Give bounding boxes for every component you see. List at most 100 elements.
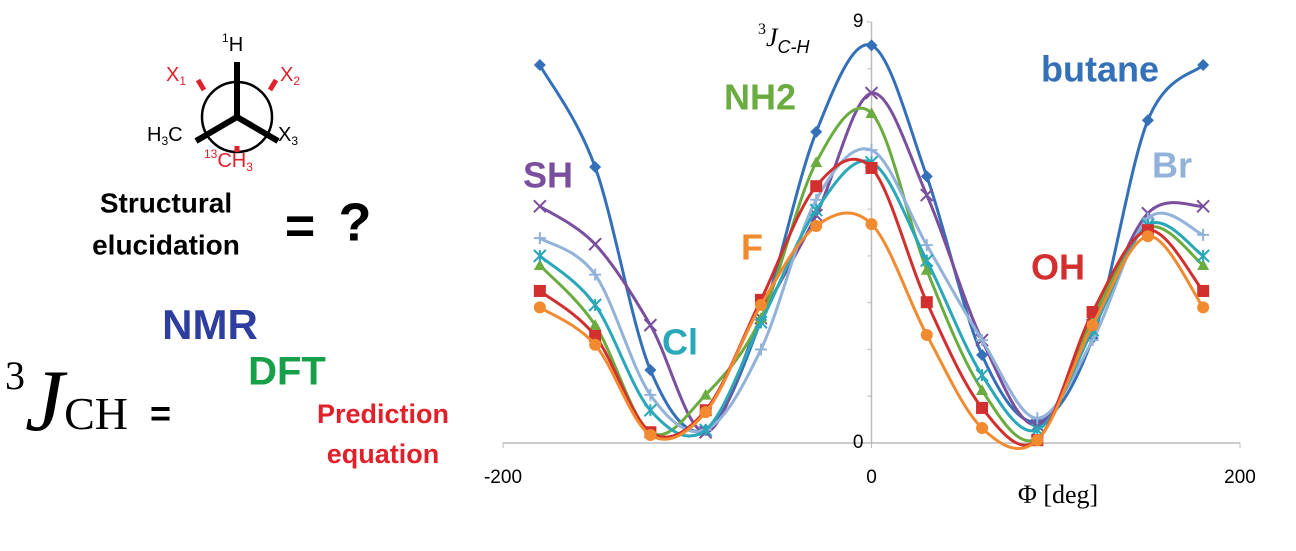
equation-lhs: 3JCH xyxy=(5,353,128,450)
marker xyxy=(589,268,602,281)
bond xyxy=(194,114,239,144)
x-axis-label: Φ [deg] xyxy=(1018,480,1098,509)
marker xyxy=(643,403,658,417)
atom-label: X1 xyxy=(166,64,186,88)
marker xyxy=(810,156,823,168)
atom-label: 1H xyxy=(222,31,243,56)
marker xyxy=(588,237,602,251)
question-text: Structural xyxy=(100,187,232,218)
atom: H xyxy=(147,124,161,146)
marker xyxy=(865,39,878,52)
marker xyxy=(644,364,657,377)
series-label: F xyxy=(741,227,763,268)
equals-sign: = xyxy=(150,393,171,434)
marker xyxy=(810,219,823,232)
marker xyxy=(920,253,934,268)
method-label: NMR xyxy=(162,301,258,348)
marker xyxy=(533,59,546,72)
series-label: butane xyxy=(1041,49,1159,90)
superscript: 3 xyxy=(5,353,25,398)
y-tick-label: 9 xyxy=(853,11,864,32)
marker xyxy=(1196,249,1210,263)
series-label: Cl xyxy=(662,322,698,363)
symbol: J xyxy=(25,353,68,450)
x-tick-label: 200 xyxy=(1224,467,1256,488)
atom: X xyxy=(278,124,291,146)
atom: X xyxy=(166,64,179,86)
marker xyxy=(754,343,767,356)
marker xyxy=(976,422,989,435)
equals-sign: = xyxy=(285,198,315,256)
superscript: 1 xyxy=(222,31,229,45)
marker xyxy=(810,193,823,206)
series-label: SH xyxy=(523,155,573,196)
bond xyxy=(267,78,279,92)
marker xyxy=(1031,434,1044,447)
series-label: Br xyxy=(1152,145,1192,186)
y-tick-label: 0 xyxy=(853,432,864,453)
marker xyxy=(865,107,878,119)
atom: X xyxy=(280,64,293,86)
subscript: 2 xyxy=(293,74,300,88)
question-mark: ? xyxy=(339,192,372,252)
marker xyxy=(976,334,989,347)
chart: 3JC-H Φ [deg] -200 0 200 0 9 butane SH NH2 Br Cl O… xyxy=(484,11,1256,509)
marker xyxy=(809,203,823,217)
newman-projection: 1H X1 X2 H3C X3 13CH3 xyxy=(147,31,300,174)
marker xyxy=(699,406,712,419)
marker xyxy=(1197,59,1210,72)
atom-label: H3C xyxy=(147,124,183,148)
subscript: 3 xyxy=(291,134,298,148)
marker xyxy=(976,401,989,414)
marker xyxy=(533,232,546,245)
atom: C xyxy=(168,124,182,146)
marker xyxy=(976,349,989,362)
subscript: 3 xyxy=(161,134,168,148)
atom: CH xyxy=(217,150,246,172)
marker xyxy=(865,161,878,174)
marker xyxy=(589,161,602,174)
bond xyxy=(195,78,207,92)
marker xyxy=(589,329,602,342)
marker xyxy=(1141,114,1154,127)
marker xyxy=(533,284,546,297)
marker xyxy=(1031,412,1044,425)
marker xyxy=(644,388,657,401)
marker xyxy=(865,218,878,231)
marker xyxy=(920,188,934,202)
y-axis-label: 3JC-H xyxy=(758,21,811,57)
marker xyxy=(865,144,878,157)
method-label: DFT xyxy=(248,350,326,394)
marker xyxy=(644,429,657,442)
marker xyxy=(1141,230,1154,243)
marker xyxy=(976,384,989,395)
marker xyxy=(1197,284,1210,297)
atom-label: X2 xyxy=(280,64,300,88)
marker xyxy=(643,318,658,332)
superscript: 13 xyxy=(204,147,218,161)
superscript: 3 xyxy=(758,21,766,38)
marker xyxy=(975,368,989,382)
atom-label: 13CH3 xyxy=(204,147,253,174)
subscript: CH xyxy=(64,388,128,439)
marker xyxy=(754,299,767,312)
marker xyxy=(533,249,547,263)
bond xyxy=(235,114,280,144)
marker xyxy=(920,328,933,341)
subscript: 3 xyxy=(246,160,253,174)
marker xyxy=(588,298,602,312)
marker xyxy=(1086,306,1099,319)
marker xyxy=(920,263,933,275)
marker xyxy=(1197,259,1210,271)
subscript: 1 xyxy=(179,74,186,88)
marker xyxy=(810,125,823,138)
series-label: NH2 xyxy=(724,77,796,118)
marker xyxy=(1086,319,1099,332)
atom: H xyxy=(229,34,243,56)
marker xyxy=(920,296,933,309)
marker xyxy=(533,259,546,271)
marker xyxy=(699,388,712,400)
question-text: elucidation xyxy=(92,229,240,260)
x-tick-label: -200 xyxy=(484,467,522,488)
